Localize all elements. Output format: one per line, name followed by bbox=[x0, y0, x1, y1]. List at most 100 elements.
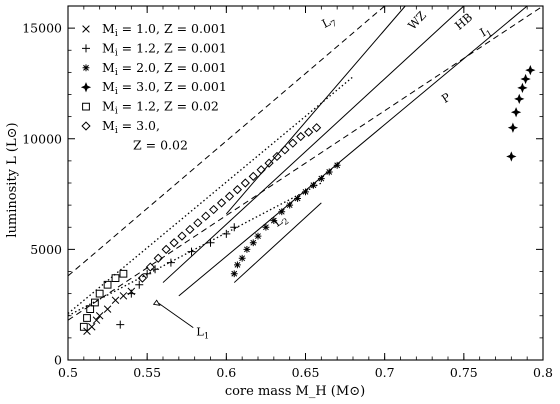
data-point-plus bbox=[127, 289, 136, 298]
data-point-plus bbox=[135, 280, 144, 289]
relation-line-hb bbox=[162, 5, 465, 283]
relation-line-wz bbox=[225, 5, 406, 215]
data-point-x bbox=[87, 323, 96, 331]
legend-label: Mi = 3.0, bbox=[102, 118, 160, 136]
data-point-diamond bbox=[248, 171, 258, 181]
data-point-x bbox=[111, 296, 120, 305]
data-point-asterisk bbox=[249, 239, 257, 247]
annotation-l7: L7 bbox=[320, 12, 339, 33]
data-point-plus bbox=[116, 320, 125, 329]
data-point-square bbox=[95, 289, 104, 298]
data-point-diamond bbox=[272, 151, 282, 162]
data-point-diamond bbox=[311, 123, 322, 133]
data-point-asterisk bbox=[302, 188, 309, 196]
data-point-square bbox=[91, 298, 99, 307]
legend-label: Z = 0.02 bbox=[133, 137, 188, 152]
y-tick-label: 0 bbox=[54, 353, 62, 368]
x-tick-label: 0.7 bbox=[375, 365, 395, 380]
legend-marker-star4 bbox=[80, 82, 92, 93]
data-point-square bbox=[103, 280, 112, 289]
annotation-l2: L2 bbox=[271, 211, 291, 232]
annotation-arrowhead-l1 bbox=[152, 299, 161, 306]
data-point-diamond bbox=[256, 165, 266, 175]
legend-label: Mi = 3.0, Z = 0.001 bbox=[102, 79, 227, 97]
relation-line-fit-3 bbox=[67, 182, 322, 317]
data-point-asterisk bbox=[286, 201, 294, 209]
data-point-star4 bbox=[510, 107, 522, 118]
legend-label: Mi = 1.2, Z = 0.001 bbox=[102, 40, 227, 58]
legend-marker-asterisk bbox=[82, 64, 90, 72]
annotation-l1: L1 bbox=[196, 325, 209, 342]
data-point-x bbox=[95, 311, 104, 320]
data-point-asterisk bbox=[243, 245, 251, 253]
data-point-asterisk bbox=[310, 181, 317, 189]
x-tick-label: 0.5 bbox=[58, 365, 78, 380]
data-point-diamond bbox=[153, 253, 163, 263]
data-point-x bbox=[119, 292, 128, 300]
data-point-square bbox=[119, 269, 128, 278]
annotation-p: P bbox=[439, 90, 453, 106]
data-point-diamond bbox=[304, 127, 314, 137]
data-point-asterisk bbox=[278, 208, 286, 216]
data-point-star4 bbox=[517, 82, 528, 93]
data-point-square bbox=[79, 322, 88, 331]
data-point-x bbox=[103, 305, 112, 313]
data-point-plus bbox=[222, 229, 231, 238]
data-point-diamond bbox=[280, 145, 290, 155]
data-point-diamond bbox=[193, 218, 203, 228]
legend-marker-diamond bbox=[81, 121, 91, 131]
data-point-diamond bbox=[264, 158, 274, 168]
y-tick-label: 15000 bbox=[22, 21, 62, 36]
data-point-asterisk bbox=[238, 254, 246, 262]
annotation-wz: WZ bbox=[405, 8, 429, 32]
data-point-x bbox=[92, 316, 101, 324]
data-point-diamond bbox=[201, 211, 211, 221]
data-point-asterisk bbox=[333, 161, 341, 169]
data-point-diamond bbox=[161, 244, 171, 254]
data-point-asterisk bbox=[254, 232, 262, 240]
data-point-diamond bbox=[296, 131, 306, 142]
data-point-diamond bbox=[209, 204, 219, 215]
data-point-plus bbox=[230, 223, 239, 232]
x-tick-label: 0.8 bbox=[533, 365, 553, 380]
data-point-diamond bbox=[137, 273, 148, 283]
x-tick-label: 0.6 bbox=[216, 365, 236, 380]
annotation-leader-l1 bbox=[158, 302, 194, 329]
data-point-plus bbox=[206, 238, 215, 247]
data-point-diamond bbox=[145, 262, 155, 272]
relation-line-l2 bbox=[233, 202, 322, 283]
legend-label: Mi = 1.2, Z = 0.02 bbox=[102, 99, 219, 117]
data-point-star4 bbox=[514, 93, 525, 105]
legend-label: Mi = 1.0, Z = 0.001 bbox=[102, 21, 227, 39]
data-point-star4 bbox=[507, 122, 519, 133]
data-point-asterisk bbox=[230, 270, 238, 278]
data-point-diamond bbox=[216, 198, 227, 208]
data-point-square bbox=[111, 274, 120, 283]
data-point-asterisk bbox=[234, 261, 241, 269]
data-point-plus bbox=[166, 258, 175, 267]
legend-marker-x bbox=[82, 25, 90, 33]
x-tick-label: 0.75 bbox=[450, 365, 478, 380]
data-point-plus bbox=[143, 269, 152, 278]
legend-label: Mi = 2.0, Z = 0.001 bbox=[102, 60, 227, 78]
legend-marker-square bbox=[82, 102, 90, 111]
data-point-asterisk bbox=[325, 168, 333, 176]
relation-line-p bbox=[178, 5, 528, 297]
data-point-diamond bbox=[177, 231, 187, 241]
y-tick-label: 5000 bbox=[30, 242, 62, 257]
data-point-plus bbox=[187, 247, 196, 256]
data-point-asterisk bbox=[270, 217, 278, 225]
relation-line-fit-2 bbox=[67, 76, 354, 315]
data-point-diamond bbox=[240, 178, 250, 188]
legend-marker-plus bbox=[82, 44, 90, 53]
data-point-diamond bbox=[232, 185, 243, 195]
x-tick-label: 0.65 bbox=[292, 365, 320, 380]
x-tick-label: 0.55 bbox=[133, 365, 161, 380]
data-point-diamond bbox=[288, 138, 298, 148]
annotation-i1: I1 bbox=[477, 22, 494, 42]
data-point-diamond bbox=[224, 191, 235, 201]
data-point-star4 bbox=[506, 151, 517, 162]
data-point-star4 bbox=[520, 73, 531, 85]
x-axis-title: core mass M_H (M⊙) bbox=[225, 384, 365, 399]
